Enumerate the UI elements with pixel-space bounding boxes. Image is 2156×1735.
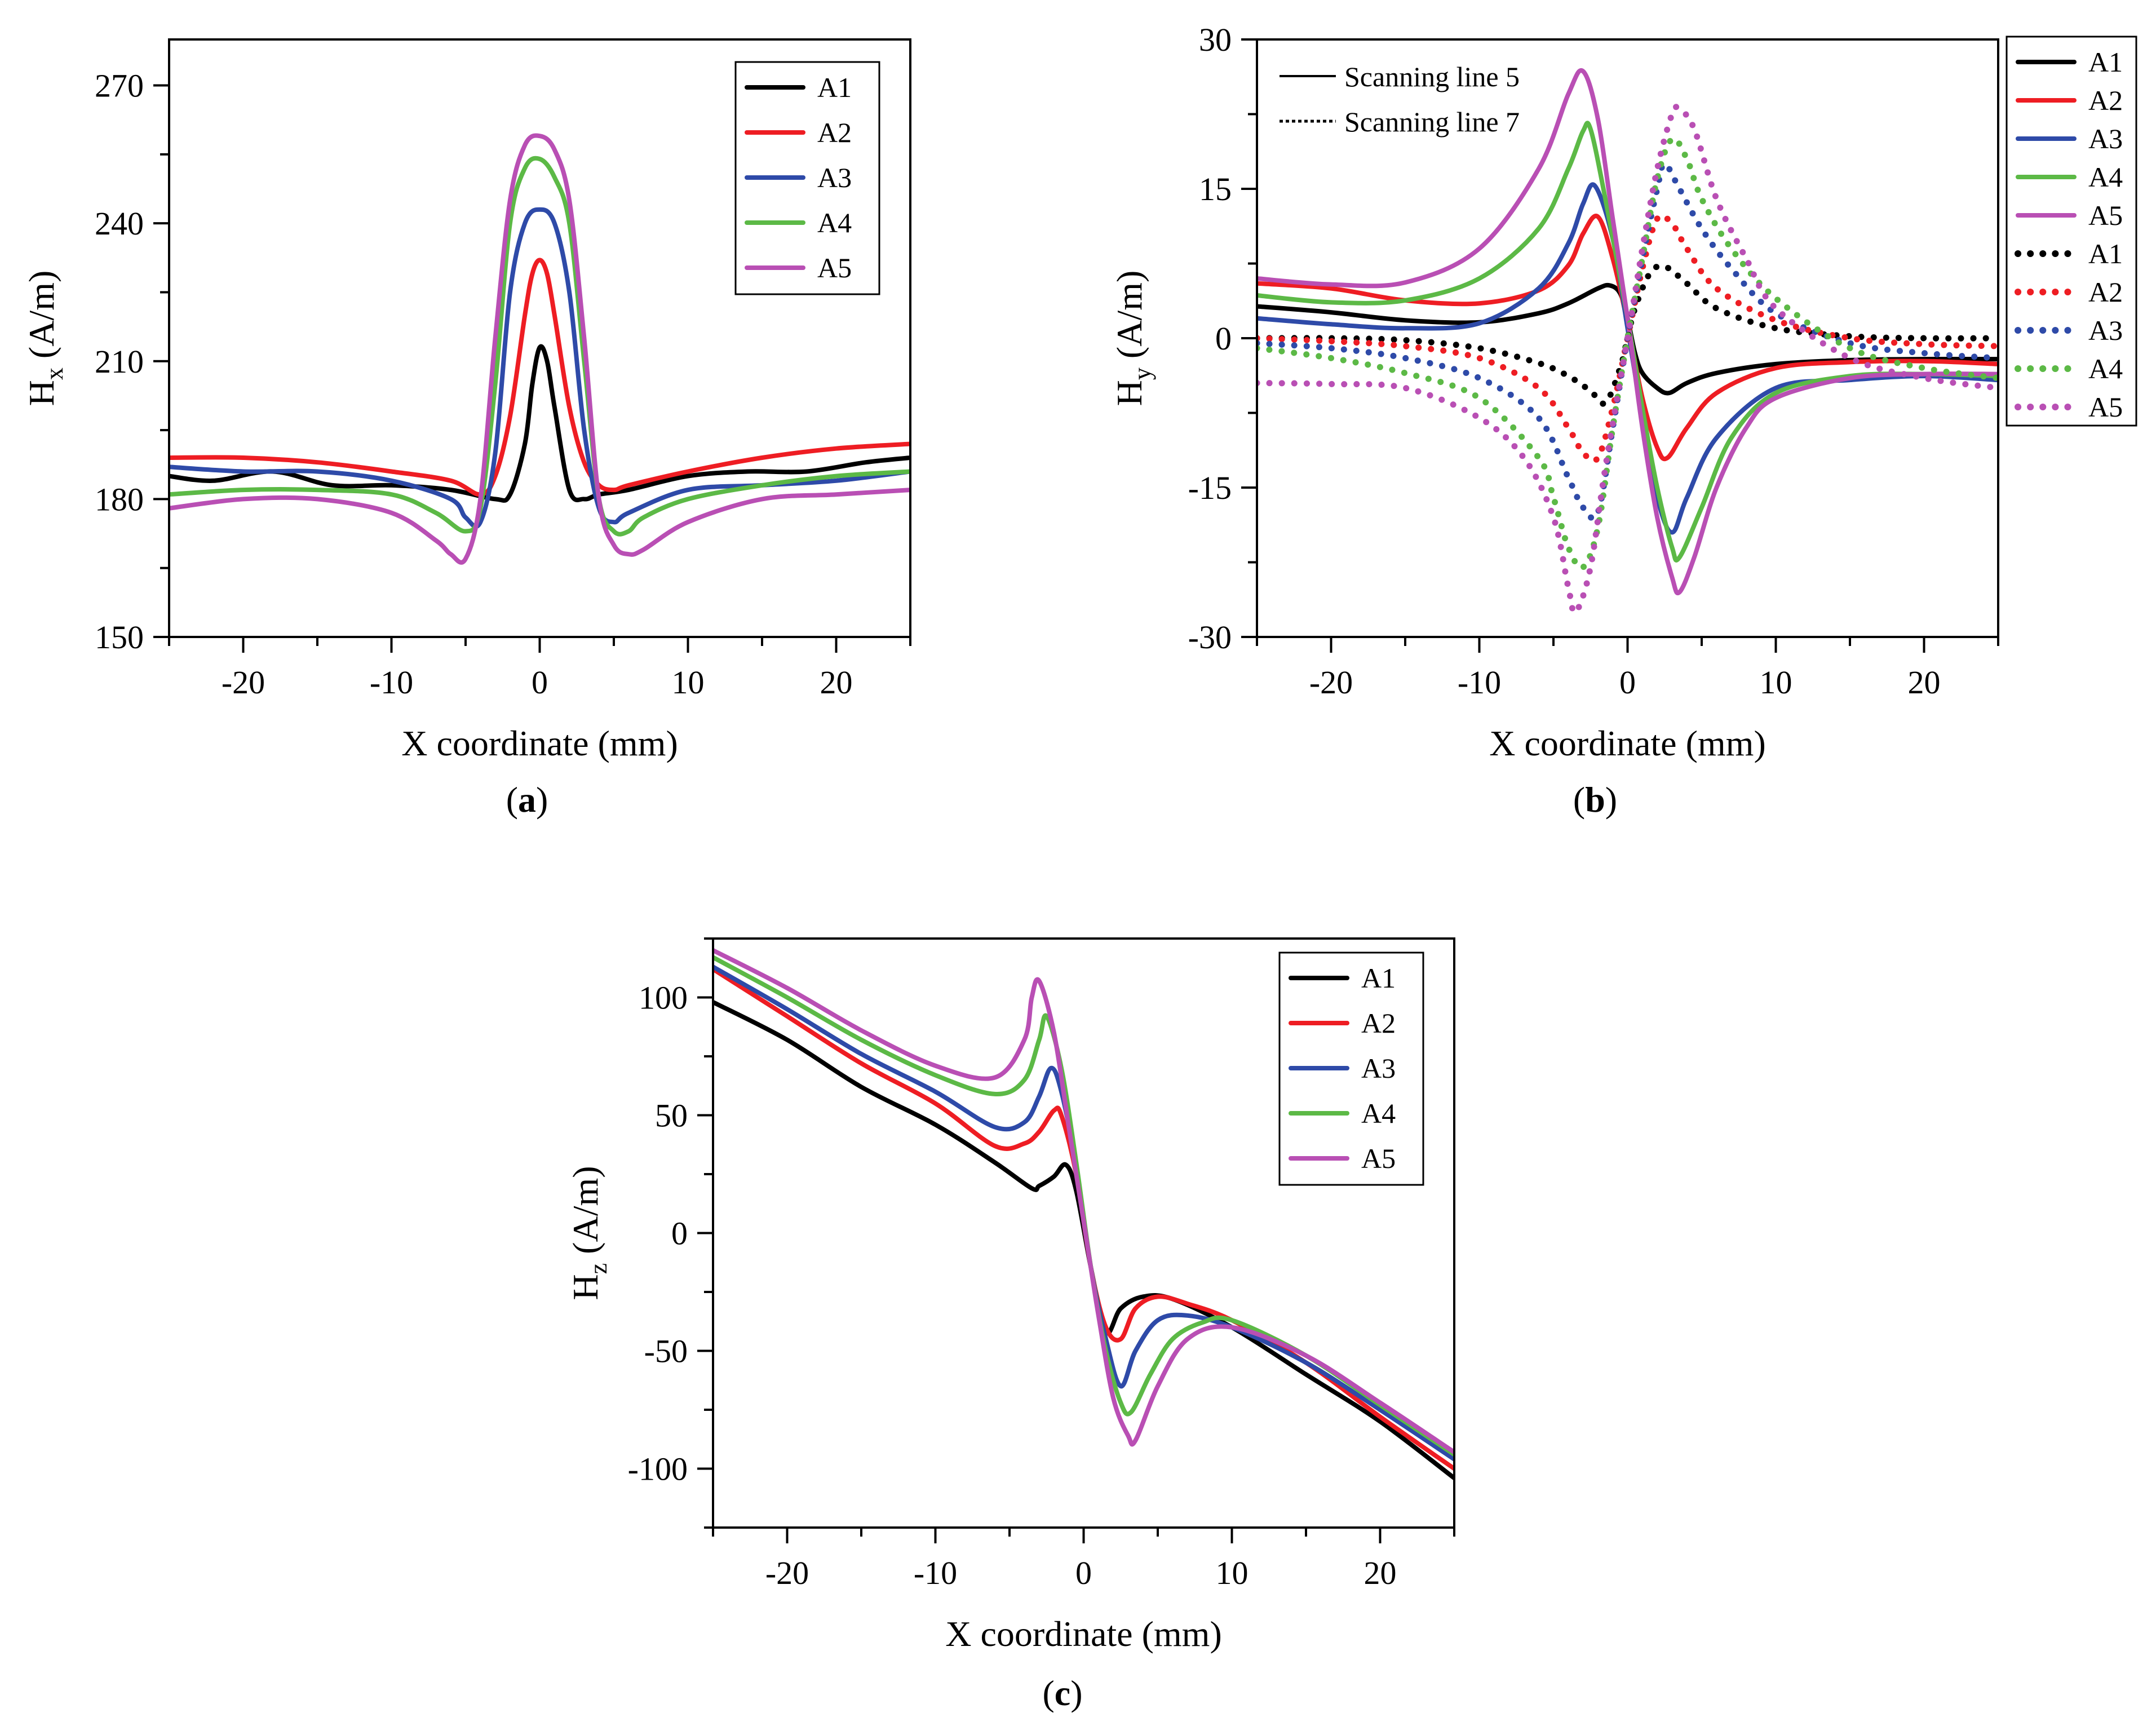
legend-label-a2: A2 (817, 117, 852, 148)
y-axis-unit: (A/m) (565, 1166, 605, 1263)
series-group (169, 133, 910, 565)
x-tick-label: 10 (1216, 1555, 1249, 1591)
legend-label-a2: A2 (1361, 1007, 1396, 1039)
series-line-a2 (169, 258, 910, 497)
x-tick-label: 20 (1908, 664, 1941, 701)
y-tick-label: -30 (1188, 619, 1232, 656)
x-tick-label: 0 (1075, 1555, 1092, 1591)
y-tick-label: 0 (671, 1215, 688, 1252)
y-axis-symbol: H (1109, 380, 1149, 406)
panel-label: (c) (1042, 1673, 1082, 1713)
y-tick-label: 0 (1215, 320, 1232, 357)
y-axis-title: Hx (A/m) (21, 271, 68, 406)
chart-panel-a: -20 -10 0 10 20 150 180 210 240 270 X coordinate (… (21, 38, 911, 820)
legend-label-a1: A1 (2088, 238, 2123, 269)
x-tick-label: 10 (1760, 664, 1792, 701)
x-tick-label: -20 (222, 664, 265, 701)
series-line-a3-line7 (1257, 161, 1998, 521)
legend-label-a5: A5 (817, 252, 852, 284)
legend-label-a3: A3 (2088, 123, 2123, 154)
y-tick-label: 270 (95, 68, 144, 104)
x-tick-label: 0 (532, 664, 548, 701)
series-line-a1 (169, 344, 910, 503)
x-tick-label: 20 (1364, 1555, 1397, 1591)
series-group (713, 948, 1454, 1481)
legend-label-a5: A5 (2088, 391, 2123, 423)
y-tick-label: 210 (95, 343, 144, 380)
series-line-a4-line7 (1257, 135, 1998, 571)
legend-label-a1: A1 (817, 72, 852, 103)
legend-label-a4: A4 (1361, 1097, 1396, 1129)
y-tick-label: 240 (95, 205, 144, 242)
series-line-a5 (713, 948, 1454, 1455)
y-tick-label: 30 (1199, 21, 1232, 58)
series-line-a4 (169, 156, 910, 537)
y-tick-label: -100 (628, 1451, 688, 1488)
series-line-a5 (169, 133, 910, 565)
series-line-a5 (1257, 68, 1998, 595)
legend-label-a3: A3 (817, 162, 852, 193)
y-axis-subscript: y (1128, 368, 1156, 380)
style-legend-label: Scanning line 7 (1344, 106, 1520, 138)
legend-label-a3: A3 (1361, 1052, 1396, 1084)
y-axis-unit: (A/m) (1109, 271, 1149, 368)
x-tick-label: -20 (1309, 664, 1353, 701)
legend-label-a4: A4 (2088, 161, 2123, 193)
x-axis-title: X coordinate (mm) (401, 723, 678, 763)
y-tick-label: -15 (1188, 470, 1232, 506)
x-tick-label: 0 (1619, 664, 1636, 701)
y-tick-label: 50 (655, 1097, 688, 1134)
legend-label-a1: A1 (2088, 46, 2123, 78)
y-axis-title: Hz (A/m) (565, 1166, 612, 1300)
chart-panel-b: -20 -10 0 10 20 -30 -15 0 15 30 X coordinate (mm) H… (1109, 21, 2137, 820)
x-tick-label: 20 (820, 664, 853, 701)
panel-label: (a) (506, 780, 548, 820)
series-line-a1-line7 (1257, 263, 1998, 407)
y-axis-subscript: z (585, 1263, 612, 1274)
y-tick-label: -50 (644, 1333, 688, 1370)
x-tick-label: -10 (1458, 664, 1501, 701)
series-line-a3 (169, 207, 910, 529)
style-legend-label: Scanning line 5 (1344, 61, 1520, 92)
panel-label: (b) (1573, 780, 1617, 820)
x-tick-label: 10 (672, 664, 705, 701)
series-group (1257, 68, 1998, 616)
y-axis-subscript: x (41, 368, 68, 380)
legend-label-a4: A4 (817, 207, 852, 238)
legend-label-a4: A4 (2088, 353, 2123, 384)
legend-label-a1: A1 (1361, 962, 1396, 994)
legend-label-a5: A5 (1361, 1143, 1396, 1174)
x-axis-title: X coordinate (mm) (945, 1614, 1222, 1654)
legend-label-a2: A2 (2088, 85, 2123, 116)
legend-label-a2: A2 (2088, 276, 2123, 308)
y-tick-label: 15 (1199, 171, 1232, 207)
y-axis-symbol: H (21, 380, 61, 406)
legend-label-a5: A5 (2088, 200, 2123, 231)
x-tick-label: -20 (765, 1555, 809, 1591)
y-tick-label: 180 (95, 481, 144, 517)
series-line-a5-line7 (1257, 104, 1998, 616)
y-axis-title: Hy (A/m) (1109, 271, 1156, 406)
y-tick-label: 100 (639, 980, 688, 1016)
x-axis-title: X coordinate (mm) (1489, 723, 1766, 763)
x-tick-label: -10 (370, 664, 413, 701)
legend-label-a3: A3 (2088, 315, 2123, 346)
y-axis-unit: (A/m) (21, 271, 61, 368)
y-tick-label: 150 (95, 619, 144, 656)
x-tick-label: -10 (914, 1555, 957, 1591)
y-axis-symbol: H (565, 1274, 605, 1300)
